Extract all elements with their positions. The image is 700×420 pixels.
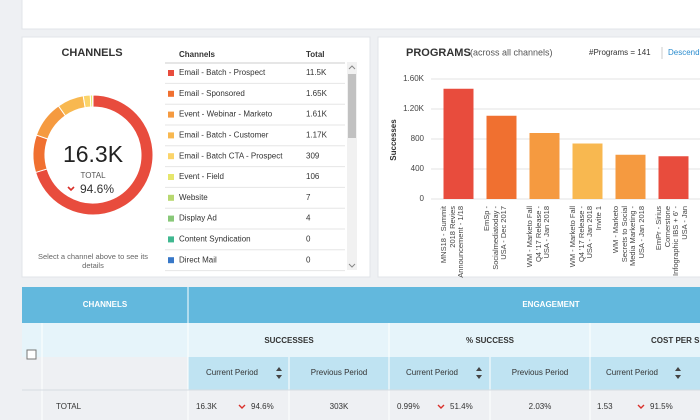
cell: 1.53 xyxy=(597,402,613,411)
channel-total: 1.61K xyxy=(306,110,328,119)
bar[interactable] xyxy=(443,88,474,199)
donut-change: 94.6% xyxy=(80,182,114,196)
donut-total: 16.3K xyxy=(63,141,124,167)
group-header: CHANNELS xyxy=(83,300,128,309)
y-tick-label: 0 xyxy=(420,194,425,203)
metric-header: % SUCCESS xyxy=(466,336,515,345)
programs-title: PROGRAMS xyxy=(406,47,471,59)
channel-name[interactable]: Email - Batch - Prospect xyxy=(179,68,266,77)
period-header[interactable]: Current Period xyxy=(406,368,458,377)
legend-swatch xyxy=(168,194,174,201)
scroll-down[interactable] xyxy=(348,263,356,268)
bar[interactable] xyxy=(615,154,646,199)
channel-name[interactable]: Content Syndication xyxy=(179,235,251,244)
channel-name[interactable]: Display Ad xyxy=(179,214,217,223)
channel-total: 0 xyxy=(306,235,311,244)
channel-name[interactable]: Website xyxy=(179,193,208,202)
sort-icons[interactable] xyxy=(276,367,681,379)
bar[interactable] xyxy=(529,133,560,199)
channel-total: 7 xyxy=(306,193,311,202)
bar[interactable] xyxy=(486,115,517,199)
y-tick-label: 1.60K xyxy=(403,74,425,83)
legend-swatch xyxy=(168,132,174,139)
period-header[interactable]: Current Period xyxy=(206,368,258,377)
table-metric-row xyxy=(22,323,700,357)
down-icons xyxy=(238,404,645,409)
y-tick-label: 1.20K xyxy=(403,104,425,113)
legend-swatch xyxy=(168,153,174,160)
legend-swatch xyxy=(168,70,174,76)
legend-swatch xyxy=(168,257,174,264)
channel-total: 4 xyxy=(306,214,311,223)
cell-change: 91.5% xyxy=(650,402,673,411)
channel-total: 11.5K xyxy=(306,68,327,77)
legend-swatch xyxy=(168,90,174,97)
cell: 0.99% xyxy=(397,402,420,411)
channel-total: 1.65K xyxy=(306,89,328,98)
channel-total: 0 xyxy=(306,255,311,264)
hint: Select a channel above to see its detail… xyxy=(37,252,149,270)
top-panel xyxy=(21,0,700,30)
y-tick-label: 400 xyxy=(411,164,425,173)
donut-segment xyxy=(82,94,92,109)
legend-swatch xyxy=(168,111,174,118)
metric-header: COST PER SUCCESS xyxy=(651,336,700,345)
down-icon xyxy=(67,186,75,192)
x-tick-label: WM - Marketo Fall Q4 '17 Release - USA -… xyxy=(568,206,603,268)
legend-swatch xyxy=(168,174,174,180)
scroll-thumb[interactable] xyxy=(348,74,356,138)
group-header: ENGAGEMENT xyxy=(522,300,579,309)
y-axis-label: Successes xyxy=(389,119,398,161)
cell: 2.03% xyxy=(529,402,552,411)
cell-change: 51.4% xyxy=(450,402,473,411)
legend-swatch xyxy=(168,215,174,222)
hint-box: Select a channel above to see its detail… xyxy=(37,252,149,270)
list-header xyxy=(165,47,345,63)
x-tick-label: WM - Marketo Fall Q4 '17 Release - USA -… xyxy=(525,206,551,268)
channel-name[interactable]: Email - Batch - Customer xyxy=(179,131,269,140)
metric-header: SUCCESSES xyxy=(264,336,314,345)
list-header-total: Total xyxy=(306,50,325,59)
x-tick-label: MNS18 - Summit 2018 Revies Announcement … xyxy=(439,206,465,278)
channels-title: CHANNELS xyxy=(61,47,122,59)
sort-link[interactable]: Descend xyxy=(668,48,700,57)
channel-name[interactable]: Email - Batch CTA - Prospect xyxy=(179,151,283,160)
channel-name[interactable]: Event - Webinar - Marketo xyxy=(179,110,273,119)
donut-segment xyxy=(34,94,154,216)
table-total-row xyxy=(22,390,700,420)
program-count: #Programs = 141 xyxy=(589,48,651,57)
channels-panel xyxy=(21,36,371,278)
scroll-up[interactable] xyxy=(348,65,356,70)
cell: 16.3K xyxy=(196,402,218,411)
donut-caption: TOTAL xyxy=(80,171,106,180)
y-tick-label: 800 xyxy=(411,134,425,143)
bar[interactable] xyxy=(658,156,689,199)
period-header: Previous Period xyxy=(311,368,367,377)
channel-name[interactable]: Email - Sponsored xyxy=(179,89,245,98)
select-all-checkbox[interactable] xyxy=(26,349,37,360)
table-period-row xyxy=(188,357,700,390)
period-header[interactable]: Current Period xyxy=(606,368,658,377)
scrollbar[interactable] xyxy=(347,62,357,270)
x-tick-label: EmPr - Sirius Cornerstone Infographic IB… xyxy=(654,206,689,277)
channel-total: 106 xyxy=(306,172,320,181)
x-tick-label: WM - Marketo Secrets to Social Media Mar… xyxy=(611,206,646,267)
channel-total: 309 xyxy=(306,151,320,160)
legend-swatch xyxy=(168,236,174,243)
cell-change: 94.6% xyxy=(251,402,274,411)
list-header-name: Channels xyxy=(179,50,216,59)
total-label: TOTAL xyxy=(56,402,82,411)
channel-total: 1.17K xyxy=(306,131,328,140)
table-borders xyxy=(22,287,700,420)
channel-name[interactable]: Event - Field xyxy=(179,172,224,181)
channel-name[interactable]: Direct Mail xyxy=(179,255,217,264)
cell: 303K xyxy=(330,402,349,411)
table-group-row xyxy=(22,287,700,323)
programs-subtitle: (across all channels) xyxy=(470,47,553,57)
x-tick-label: EmSp - Socialmediatoday - USA - Dec 2017 xyxy=(482,206,508,270)
bar[interactable] xyxy=(572,143,603,200)
period-header: Previous Period xyxy=(512,368,568,377)
